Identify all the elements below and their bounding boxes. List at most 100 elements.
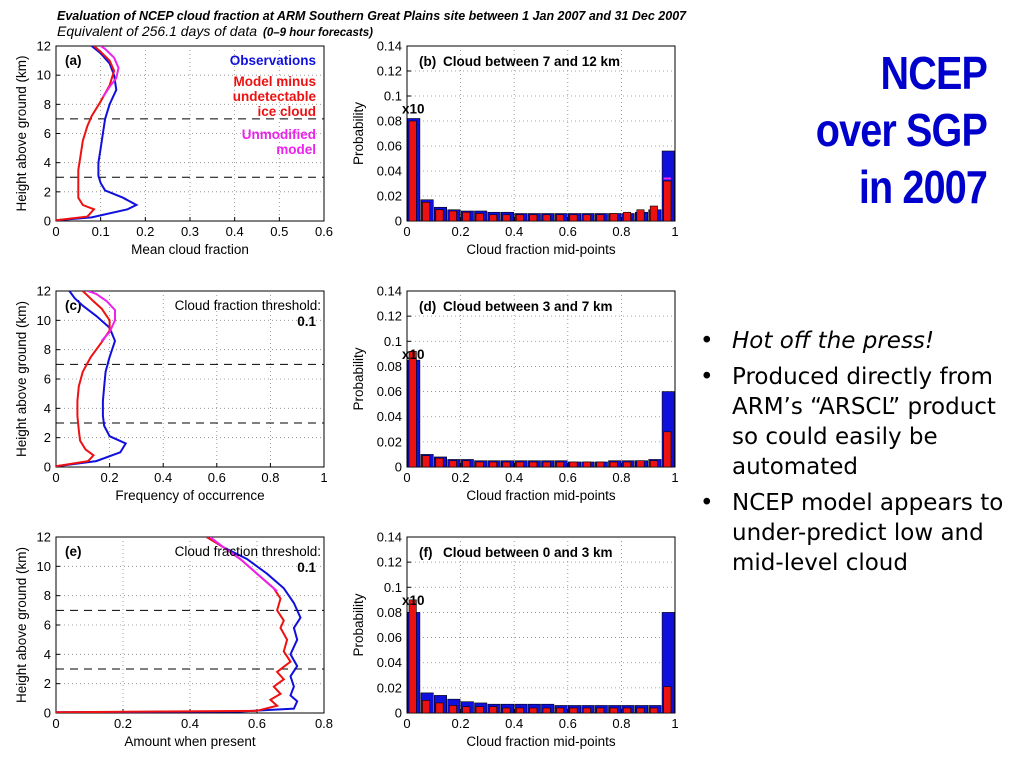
y-tick-label: 0.06 [377, 139, 402, 154]
x-tick-label: 1 [320, 470, 327, 485]
bar-model [636, 707, 645, 714]
x-tick-label: 0.4 [154, 470, 172, 485]
y-tick-label: 0 [44, 460, 51, 475]
y-tick-label: 0.12 [377, 64, 402, 79]
series-line [87, 291, 116, 342]
series-line [100, 46, 120, 98]
chart-panel-e: 0 0.2 0.4 0.6 0.8 0 2 4 6 8 10 12 Amount when presen… [14, 530, 333, 750]
x-tick-label: 0.2 [114, 716, 132, 731]
y-tick-label: 0 [44, 706, 51, 721]
y-tick-label: 10 [37, 68, 51, 83]
threshold-value: 0.1 [297, 560, 316, 575]
y-tick-label: 0.1 [384, 334, 402, 349]
threshold-value: 0.1 [297, 314, 316, 329]
y-tick-label: 0.1 [384, 580, 402, 595]
bar-model [542, 461, 551, 468]
bullet-text: Produced directly from ARM’s “ARSCL” pro… [732, 364, 996, 480]
bar-model [649, 707, 658, 714]
y-tick-label: 0.14 [377, 530, 402, 545]
x-axis-label: Amount when present [124, 734, 256, 749]
legend-entry: Unmodified [242, 127, 316, 142]
x-tick-label: 0.2 [136, 224, 154, 239]
x-tick-label: 0.8 [612, 224, 630, 239]
legend-entry: Observations [230, 53, 316, 68]
panel-tag: (a) [65, 53, 82, 68]
legend-entry: model [276, 142, 316, 157]
x-tick-label: 0.8 [612, 470, 630, 485]
series-line [56, 291, 128, 467]
slide-title: NCEP over SGP in 2007 [770, 45, 988, 216]
bar-model [475, 213, 484, 222]
panel-tag: (b) [419, 54, 436, 69]
slide-title-line-1: NCEP [880, 47, 988, 99]
legend-entry: undetectable [233, 89, 317, 104]
bar-model [609, 707, 618, 714]
y-axis-label: Height above ground (km) [14, 301, 29, 457]
x-tick-label: 0 [403, 470, 410, 485]
bullet-list: Hot off the press! Produced directly fro… [700, 326, 1010, 584]
panel-tag: (e) [65, 544, 82, 559]
bullet-text: Hot off the press! [732, 328, 935, 354]
series-line [56, 46, 116, 221]
x-tick-label: 1 [671, 470, 678, 485]
bar-model [529, 214, 538, 222]
legend-entry: ice cloud [257, 104, 316, 119]
x-tick-label: 0.8 [261, 470, 279, 485]
y-tick-label: 4 [44, 155, 51, 170]
y-tick-label: 10 [37, 559, 51, 574]
y-tick-label: 0.12 [377, 309, 402, 324]
panel-tag: (f) [419, 545, 433, 560]
y-tick-label: 0.02 [377, 680, 402, 695]
bar-model [636, 209, 645, 222]
x-tick-label: 0.6 [315, 224, 333, 239]
plot-area [406, 290, 676, 468]
y-tick-label: 0.02 [377, 189, 402, 204]
bar-model [462, 706, 471, 714]
x-tick-label: 0.4 [226, 224, 244, 239]
series-line [209, 537, 278, 593]
y-tick-label: 0.04 [377, 409, 402, 424]
bar-model [636, 460, 645, 468]
series-line [56, 291, 111, 467]
bar-model [609, 461, 618, 468]
threshold-label: Cloud fraction threshold: [175, 544, 321, 559]
x-axis-label: Mean cloud fraction [131, 242, 249, 257]
y-tick-label: 8 [44, 97, 51, 112]
y-tick-label: 10 [37, 313, 51, 328]
bullet-item: NCEP model appears to under-predict low … [700, 488, 1010, 578]
bar-model [596, 707, 605, 714]
bullet-text: NCEP model appears to under-predict low … [732, 490, 1004, 576]
y-axis-label: Height above ground (km) [14, 547, 29, 703]
bar-model [448, 210, 457, 222]
bar-model [663, 686, 672, 714]
bar-model [582, 461, 591, 468]
y-tick-label: 0 [395, 706, 402, 721]
y-tick-label: 12 [37, 530, 51, 545]
x-tick-label: 0.4 [505, 716, 523, 731]
bar-model [623, 211, 632, 222]
x-tick-label: 0.6 [208, 470, 226, 485]
x-tick-label: 0.2 [101, 470, 119, 485]
panel-title: Cloud between 3 and 7 km [443, 299, 613, 314]
y-tick-label: 0.04 [377, 655, 402, 670]
y-axis-label: Probability [351, 102, 366, 165]
y-tick-label: 0.08 [377, 605, 402, 620]
y-tick-label: 8 [44, 342, 51, 357]
bullet-item: Produced directly from ARM’s “ARSCL” pro… [700, 362, 1010, 482]
bar-model [489, 214, 498, 222]
bar-model [435, 457, 444, 468]
bar-model [422, 455, 431, 468]
bar-model [448, 705, 457, 714]
scale-annotation: x10 [402, 347, 425, 362]
bar-model [515, 461, 524, 468]
y-tick-label: 0.02 [377, 434, 402, 449]
header-line-2: Equivalent of 256.1 days of data (0–9 hou… [57, 23, 373, 39]
y-tick-label: 6 [44, 126, 51, 141]
bar-model [502, 214, 511, 222]
panel-title: Cloud between 7 and 12 km [443, 54, 620, 69]
bar-model [462, 211, 471, 222]
y-tick-label: 0 [395, 460, 402, 475]
x-tick-label: 0 [403, 716, 410, 731]
